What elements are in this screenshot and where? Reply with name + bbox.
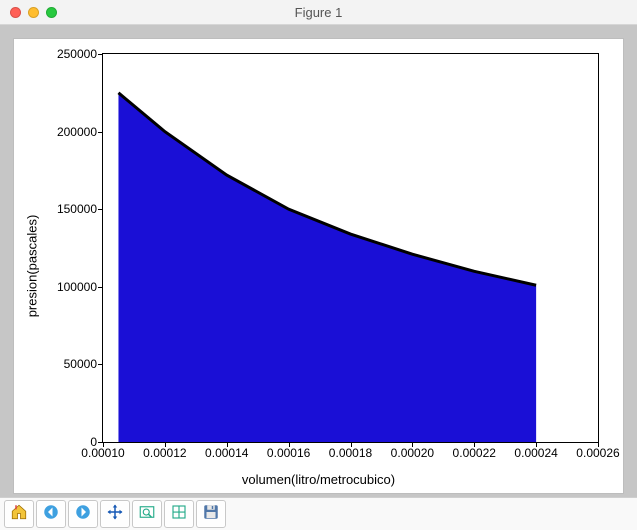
x-tick — [474, 442, 475, 447]
chart-svg — [103, 54, 598, 442]
x-tick — [289, 442, 290, 447]
close-icon[interactable] — [10, 7, 21, 18]
configure-icon — [170, 503, 188, 526]
x-tick — [103, 442, 104, 447]
back-icon — [42, 503, 60, 526]
pan-button[interactable] — [100, 500, 130, 528]
figure-canvas: presion(pascales) volumen(litro/metrocub… — [14, 39, 623, 493]
y-tick-label: 250000 — [57, 47, 103, 61]
plot-area: 0500001000001500002000002500000.000100.0… — [102, 53, 599, 443]
zoom-icon — [138, 503, 156, 526]
x-tick — [227, 442, 228, 447]
window-controls — [10, 7, 57, 18]
y-tick-label: 200000 — [57, 125, 103, 139]
configure-button[interactable] — [164, 500, 194, 528]
y-tick-label: 150000 — [57, 202, 103, 216]
y-axis-label: presion(pascales) — [25, 215, 40, 318]
y-tick — [98, 364, 103, 365]
y-tick — [98, 54, 103, 55]
zoom-button[interactable] — [132, 500, 162, 528]
x-tick — [536, 442, 537, 447]
home-icon — [10, 503, 28, 526]
y-tick — [98, 132, 103, 133]
back-button[interactable] — [36, 500, 66, 528]
window-title: Figure 1 — [0, 5, 637, 20]
save-icon — [202, 503, 220, 526]
minimize-icon[interactable] — [28, 7, 39, 18]
y-tick-label: 100000 — [57, 280, 103, 294]
titlebar: Figure 1 — [0, 0, 637, 25]
x-tick — [351, 442, 352, 447]
pan-icon — [106, 503, 124, 526]
forward-button[interactable] — [68, 500, 98, 528]
figure-area: presion(pascales) volumen(litro/metrocub… — [0, 25, 637, 497]
x-tick — [165, 442, 166, 447]
x-tick — [598, 442, 599, 447]
y-tick — [98, 287, 103, 288]
home-button[interactable] — [4, 500, 34, 528]
figure-window: Figure 1 presion(pascales) volumen(litro… — [0, 0, 637, 530]
forward-icon — [74, 503, 92, 526]
area-fill — [118, 93, 536, 442]
x-tick — [412, 442, 413, 447]
y-tick — [98, 209, 103, 210]
save-button[interactable] — [196, 500, 226, 528]
maximize-icon[interactable] — [46, 7, 57, 18]
x-axis-label: volumen(litro/metrocubico) — [242, 472, 395, 487]
toolbar — [0, 497, 637, 530]
